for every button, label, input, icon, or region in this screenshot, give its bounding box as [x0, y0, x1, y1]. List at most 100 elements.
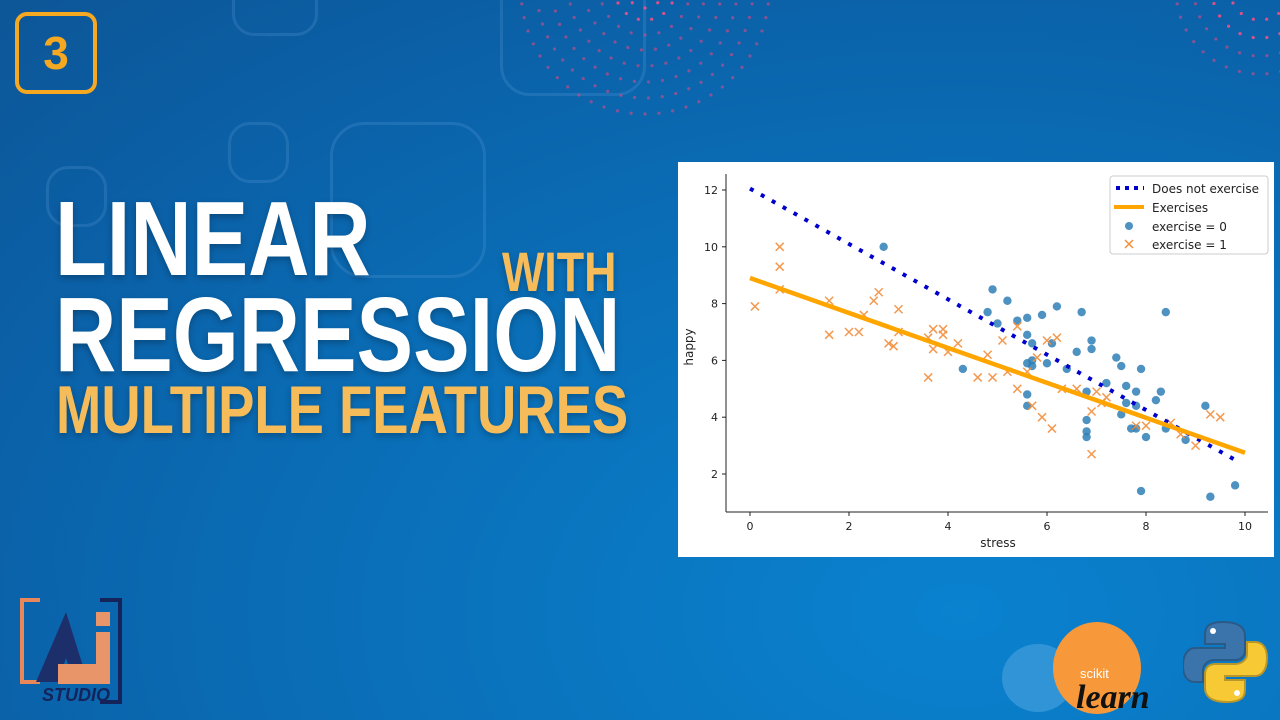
ai-studio-logo: STUDIO [20, 598, 122, 705]
data-point-exercise-0 [1052, 302, 1062, 311]
data-point-exercise-0 [1201, 401, 1210, 411]
data-point-exercise-1 [1012, 321, 1022, 331]
data-point-exercise-1 [1027, 401, 1037, 411]
data-point-exercise-0 [1077, 307, 1086, 317]
chart-panel: 0 2 4 6 8 10 2 4 6 8 10 12 stress happy Does not ex… [678, 162, 1274, 557]
data-point-exercise-0 [1141, 432, 1151, 442]
data-point-exercise-1 [889, 341, 899, 351]
data-point-exercise-0 [1102, 378, 1111, 388]
data-point-exercise-0 [1072, 347, 1081, 357]
data-point-exercise-1 [1087, 406, 1097, 417]
legend-label: exercise = 0 [1152, 220, 1227, 234]
y-tick-label: 4 [711, 411, 718, 424]
legend-x-icon [1124, 239, 1134, 249]
data-point-exercise-0 [1131, 387, 1141, 396]
data-point-exercise-1 [928, 324, 938, 334]
x-tick-label: 10 [1238, 520, 1252, 533]
data-point-exercise-1 [1052, 333, 1062, 343]
data-point-exercise-0 [1206, 492, 1215, 501]
data-point-exercise-0 [993, 319, 1002, 328]
y-tick-label: 2 [711, 468, 718, 481]
title-with: WITH [502, 240, 617, 303]
decorative-dots [1175, 1, 1280, 76]
decorative-square [500, 0, 646, 96]
data-point-exercise-1 [854, 327, 864, 337]
data-point-exercise-1 [1032, 353, 1042, 363]
data-point-exercise-1 [1037, 412, 1047, 422]
title-line-3: MULTIPLE FEATURES [56, 372, 629, 448]
data-point-exercise-0 [1112, 353, 1121, 362]
decorative-dots [520, 1, 770, 116]
data-point-exercise-0 [1122, 398, 1131, 408]
data-point-exercise-1 [1190, 441, 1201, 451]
data-point-exercise-0 [1013, 316, 1022, 325]
data-point-exercise-1 [775, 262, 785, 272]
legend: Does not exercise Exercises exercise = 0… [1109, 175, 1269, 255]
x-tick-label: 6 [1044, 520, 1051, 533]
episode-number-badge: 3 [15, 12, 97, 94]
data-point-exercise-0 [958, 364, 968, 374]
data-point-exercise-1 [1101, 392, 1111, 402]
data-point-exercise-1 [750, 301, 760, 311]
data-point-exercise-1 [1141, 421, 1151, 431]
data-point-exercise-0 [1136, 486, 1146, 496]
data-point-exercise-1 [874, 287, 884, 297]
title-line-2: REGRESSION [55, 276, 621, 394]
data-point-exercise-0 [1151, 395, 1161, 405]
data-point-exercise-0 [1082, 432, 1091, 442]
data-point-exercise-1 [824, 330, 834, 340]
data-point-exercise-1 [884, 338, 894, 348]
data-point-exercise-0 [1082, 415, 1091, 425]
data-point-exercise-1 [869, 296, 879, 306]
data-point-exercise-1 [1047, 424, 1057, 434]
data-point-exercise-0 [1023, 313, 1032, 322]
x-tick-label: 0 [747, 520, 754, 533]
data-point-exercise-0 [1117, 361, 1126, 371]
data-point-exercise-1 [923, 372, 933, 382]
data-point-exercise-0 [1023, 330, 1032, 340]
data-point-exercise-0 [1042, 359, 1052, 368]
python-logo [1183, 620, 1268, 704]
data-point-exercise-0 [983, 307, 992, 317]
legend-box [1109, 175, 1269, 255]
data-point-exercise-0 [1161, 307, 1170, 317]
data-point-exercise-0 [1117, 410, 1126, 419]
data-point-exercise-1 [988, 372, 998, 382]
data-point-exercise-1 [928, 344, 938, 354]
data-point-exercise-0 [1003, 296, 1012, 305]
logo-text-scikit: scikit [1080, 666, 1109, 681]
data-point-exercise-1 [938, 330, 948, 340]
data-point-exercise-0 [1027, 339, 1037, 348]
data-point-exercise-1 [1131, 421, 1141, 431]
decorative-square [330, 122, 486, 278]
y-tick-label: 6 [711, 354, 718, 367]
chart-marks [749, 186, 1246, 501]
axes: 0 2 4 6 8 10 2 4 6 8 10 12 [704, 174, 1268, 533]
scikit-learn-logo: scikit learn [1002, 622, 1150, 715]
decorative-square [228, 122, 289, 183]
data-point-exercise-0 [1136, 364, 1146, 374]
x-tick-label: 4 [945, 520, 952, 533]
x-tick-label: 2 [846, 520, 853, 533]
x-axis-label: stress [980, 536, 1016, 550]
data-point-exercise-0 [1023, 390, 1032, 399]
data-point-exercise-1 [1042, 335, 1052, 346]
y-tick-label: 8 [711, 298, 718, 311]
y-tick-label: 10 [704, 241, 718, 254]
data-point-exercise-1 [973, 372, 983, 382]
data-point-exercise-0 [1087, 336, 1096, 345]
data-point-exercise-0 [988, 285, 997, 294]
data-point-exercise-1 [844, 327, 854, 337]
data-point-exercise-0 [879, 242, 888, 251]
data-point-exercise-0 [1230, 481, 1240, 490]
scatter-chart: 0 2 4 6 8 10 2 4 6 8 10 12 stress happy Does not ex… [682, 174, 1269, 550]
decorative-square [46, 166, 107, 227]
data-point-exercise-0 [1131, 424, 1141, 433]
data-point-exercise-1 [1215, 412, 1225, 422]
decorative-square [232, 0, 318, 36]
y-axis-label: happy [682, 328, 696, 365]
data-point-exercise-1 [983, 350, 993, 360]
title-line-1: LINEAR [55, 180, 371, 298]
data-point-exercise-1 [775, 242, 785, 252]
data-point-exercise-1 [1205, 409, 1215, 419]
